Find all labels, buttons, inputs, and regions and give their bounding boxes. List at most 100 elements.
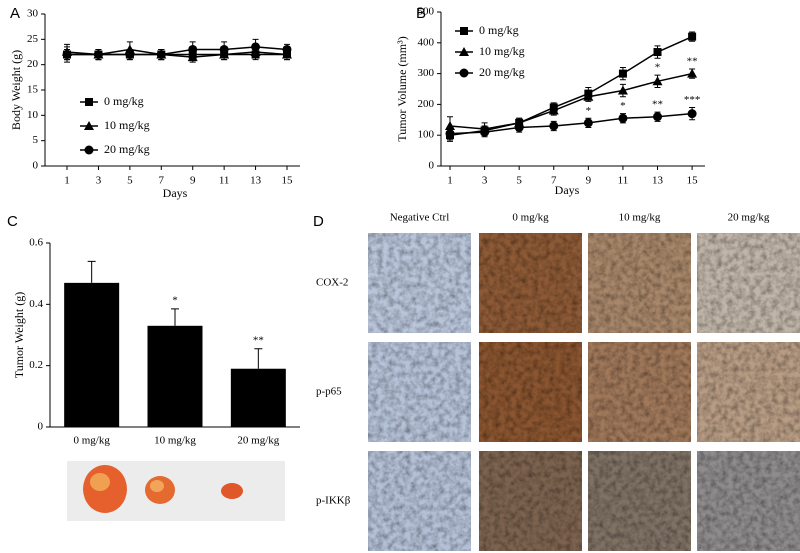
error-bar (171, 308, 179, 326)
row-label: COX-2 (316, 277, 348, 289)
ihc-image (368, 233, 471, 333)
x-tick-label: 1 (64, 175, 70, 187)
ihc-image (697, 342, 800, 442)
marker (219, 44, 229, 54)
marker (251, 42, 261, 52)
y-axis-label: Body Weight (g) (9, 50, 23, 130)
ihc-image (479, 451, 582, 551)
column-header: 10 mg/kg (619, 212, 661, 224)
y-axis-label: Tumor Volume (mm³) (395, 36, 409, 141)
x-axis-label: Days (555, 183, 580, 197)
x-tick-label: 0 mg/kg (73, 435, 110, 447)
series-line (67, 46, 288, 56)
x-tick-label: 3 (482, 175, 488, 187)
y-tick-label: 0.4 (29, 298, 43, 310)
panel-label: D (313, 213, 324, 230)
marker (445, 129, 455, 139)
x-tick-label: 7 (159, 175, 165, 187)
marker (459, 68, 469, 78)
significance-label: * (655, 62, 661, 74)
x-tick-label: 1 (447, 175, 453, 187)
panel-label: C (7, 213, 18, 230)
x-tick-label: 9 (190, 175, 196, 187)
ihc-image (479, 342, 582, 442)
marker (125, 50, 135, 60)
x-tick-label: 15 (687, 175, 699, 187)
x-tick-label: 13 (250, 175, 262, 187)
legend-label: 10 mg/kg (104, 118, 150, 132)
error-bar (87, 260, 96, 283)
x-tick-label: 15 (281, 175, 293, 187)
ihc-image (697, 233, 800, 333)
ihc-image (479, 233, 582, 333)
legend-label: 0 mg/kg (104, 94, 144, 108)
legend-label: 20 mg/kg (104, 142, 150, 156)
ihc-image (588, 233, 691, 333)
ihc-image (697, 451, 800, 551)
y-tick-label: 200 (418, 98, 435, 110)
marker (617, 85, 628, 95)
y-tick-label: 5 (33, 134, 39, 146)
marker (583, 91, 594, 101)
y-tick-label: 500 (418, 6, 435, 18)
panel-label: B (416, 5, 426, 22)
x-axis-label: Days (163, 186, 188, 200)
ihc-image (368, 342, 471, 442)
y-tick-label: 10 (27, 109, 39, 121)
series-line (449, 72, 693, 130)
ihc-image (368, 451, 471, 551)
marker (460, 27, 468, 35)
ihc-image (588, 342, 691, 442)
row-label: p-IKKβ (316, 495, 351, 507)
y-tick-label: 100 (418, 129, 435, 141)
marker (687, 109, 697, 119)
y-tick-label: 0 (429, 160, 435, 172)
y-tick-label: 300 (418, 67, 435, 79)
y-tick-label: 0.2 (29, 359, 43, 371)
x-tick-label: 11 (618, 175, 629, 187)
error-bar (254, 348, 263, 369)
column-header: 20 mg/kg (728, 212, 770, 224)
significance-label: ** (652, 99, 663, 111)
legend-label: 0 mg/kg (479, 23, 519, 37)
ihc-image (588, 451, 691, 551)
x-tick-label: 10 mg/kg (154, 435, 196, 447)
y-axis-label: Tumor Weight (g) (12, 292, 26, 378)
marker (653, 48, 662, 57)
y-tick-label: 30 (27, 8, 39, 20)
series-line (449, 35, 693, 136)
x-tick-label: 3 (96, 175, 102, 187)
x-tick-label: 11 (219, 175, 230, 187)
y-tick-label: 400 (418, 36, 435, 48)
marker (618, 113, 628, 123)
marker (687, 68, 698, 78)
x-tick-label: 20 mg/kg (237, 435, 279, 447)
legend-label: 20 mg/kg (479, 65, 525, 79)
significance-label: * (586, 105, 592, 117)
marker (653, 112, 663, 122)
significance-label: * (620, 71, 626, 83)
marker (549, 121, 559, 131)
y-tick-label: 0.6 (29, 237, 43, 249)
marker (618, 69, 627, 78)
marker (514, 123, 524, 132)
series-line (449, 112, 693, 135)
y-tick-label: 0 (38, 421, 44, 433)
tumor-photo (67, 461, 285, 521)
marker (480, 127, 490, 137)
marker (688, 32, 697, 41)
row-label: p-p65 (316, 386, 342, 398)
series-line (66, 48, 288, 58)
x-tick-label: 5 (127, 175, 133, 187)
significance-label: ** (687, 56, 698, 68)
marker (583, 118, 593, 128)
significance-label: ** (253, 334, 264, 346)
marker (84, 121, 94, 130)
marker (156, 50, 166, 60)
marker (84, 145, 94, 155)
marker (93, 50, 103, 60)
y-tick-label: 15 (27, 84, 39, 96)
marker (62, 50, 72, 60)
x-tick-label: 13 (652, 175, 664, 187)
